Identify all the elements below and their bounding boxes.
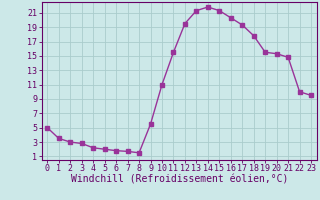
X-axis label: Windchill (Refroidissement éolien,°C): Windchill (Refroidissement éolien,°C) (70, 175, 288, 185)
